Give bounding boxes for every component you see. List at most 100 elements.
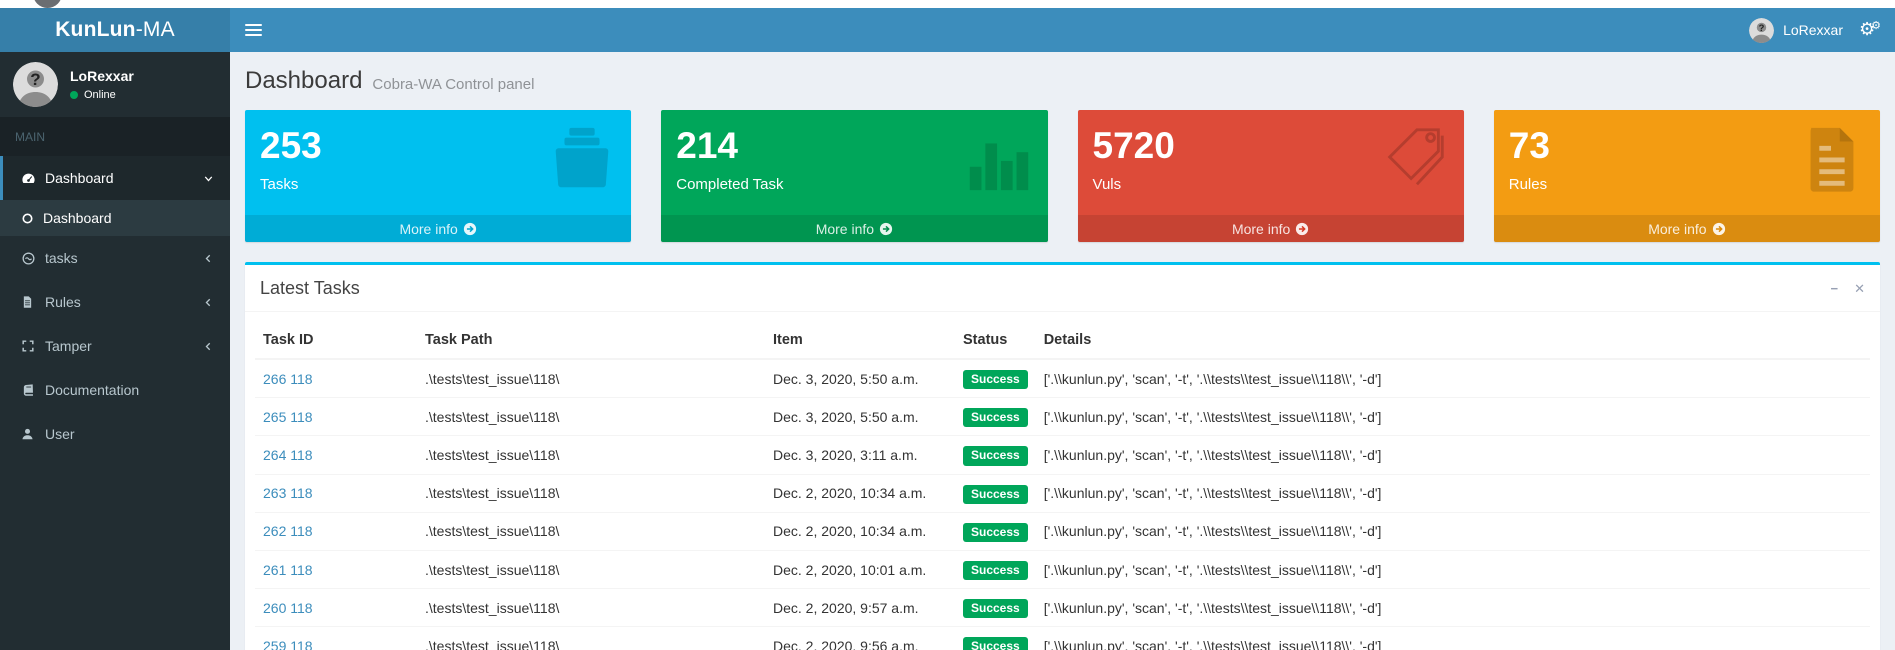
table-row: 263 118 .\tests\test_issue\118\ Dec. 2, … [255,473,1870,513]
book-icon [21,383,45,397]
sidebar-item-label: Tamper [45,338,92,354]
task-details-cell: ['.\\kunlun.py', 'scan', '-t', '.\\tests… [1035,511,1870,551]
status-badge: Success [963,599,1028,619]
brand-rest: -MA [135,18,175,41]
stat-box-completed-task: 214 Completed Task More info [661,110,1048,242]
sidebar-item-tasks[interactable]: tasks [0,236,230,280]
sidebar-item-rules[interactable]: Rules [0,280,230,324]
sidebar-treeview: Dashboard [0,200,230,236]
latest-tasks-table: Task ID Task Path Item Status Details 26… [255,322,1870,650]
box-header: Latest Tasks − ✕ [245,265,1880,312]
box-title: Latest Tasks [260,278,360,298]
stat-box-vuls: 5720 Vuls More info [1077,110,1464,242]
chevron-left-icon [201,296,215,309]
gauge-icon [21,171,45,186]
navbar-spacer [276,8,1739,52]
table-row: 262 118 .\tests\test_issue\118\ Dec. 2, … [255,511,1870,551]
sidebar-item-documentation[interactable]: Documentation [0,368,230,412]
collapse-icon[interactable]: − [1830,281,1839,296]
column-header-details: Details [1035,322,1870,360]
avatar: ? [1749,17,1775,43]
stat-value: 73 [1508,125,1550,166]
more-info-link-completed[interactable]: More info [661,215,1048,242]
sidebar-item-dashboard[interactable]: Dashboard [0,156,230,200]
task-details-cell: ['.\\kunlun.py', 'scan', '-t', '.\\tests… [1035,473,1870,513]
task-details-cell: ['.\\kunlun.py', 'scan', '-t', '.\\tests… [1035,588,1870,627]
file-text-icon [21,295,45,309]
arrow-circle-right-icon [879,222,893,235]
browser-strip [0,0,1895,8]
close-icon[interactable]: ✕ [1854,281,1865,296]
chevron-left-icon [201,340,215,353]
task-path-cell: .\tests\test_issue\118\ [417,626,765,650]
task-path-cell: .\tests\test_issue\118\ [417,397,765,436]
svg-text:?: ? [1759,22,1765,33]
status-badge: Success [963,446,1028,466]
task-id-link[interactable]: 263 118 [263,485,313,502]
task-id-link[interactable]: 261 118 [263,561,313,578]
task-id-link[interactable]: 259 118 [263,637,313,650]
stat-value: 5720 [1092,125,1175,166]
task-item-cell: Dec. 2, 2020, 9:56 a.m. [765,626,955,650]
price-tags-icon [1378,122,1452,196]
filing-cabinet-icon [545,122,619,196]
table-row: 266 118 .\tests\test_issue\118\ Dec. 3, … [255,358,1870,398]
sidebar-item-tamper[interactable]: Tamper [0,324,230,368]
column-header-task-path: Task Path [417,322,765,360]
sidebar: ? LoRexxar Online MAIN Dashboard [0,52,230,650]
sidebar-item-user[interactable]: User [0,412,230,456]
stat-box-rules: 73 Rules More info [1493,110,1880,242]
task-id-link[interactable]: 262 118 [263,523,313,540]
sidebar-item-label: Documentation [45,382,140,398]
task-id-link[interactable]: 264 118 [263,446,313,463]
sidebar-item-label: User [45,426,75,442]
stat-label: Completed Task [676,176,784,193]
arrow-circle-right-icon [1712,222,1725,235]
more-info-link-tasks[interactable]: More info [245,215,632,242]
bar-chart-icon [962,122,1036,196]
more-info-label: More info [1648,220,1707,237]
stats-row: 253 Tasks More info 214 Completed Task [245,110,1880,242]
online-status-icon [70,91,78,99]
task-details-cell: ['.\\kunlun.py', 'scan', '-t', '.\\tests… [1035,358,1870,398]
column-header-item: Item [765,322,955,360]
table-row: 264 118 .\tests\test_issue\118\ Dec. 3, … [255,435,1870,475]
stat-value: 253 [260,125,322,166]
sidebar-user-status[interactable]: Online [70,89,134,101]
task-item-cell: Dec. 2, 2020, 10:34 a.m. [765,473,955,513]
task-path-cell: .\tests\test_issue\118\ [417,358,765,398]
task-item-cell: Dec. 3, 2020, 5:50 a.m. [765,397,955,436]
circle-o-icon [21,212,43,225]
more-info-link-rules[interactable]: More info [1493,215,1880,242]
more-info-label: More info [1231,220,1291,237]
sidebar-subitem-dashboard[interactable]: Dashboard [0,200,230,236]
task-path-cell: .\tests\test_issue\118\ [417,549,765,589]
sidebar-menu: Dashboard Dashboard [0,156,230,456]
task-item-cell: Dec. 2, 2020, 10:01 a.m. [765,549,955,589]
task-item-cell: Dec. 3, 2020, 5:50 a.m. [765,358,955,398]
stat-box-tasks: 253 Tasks More info [245,110,632,242]
task-path-cell: .\tests\test_issue\118\ [417,511,765,551]
page-subtitle: Cobra-WA Control panel [372,75,535,93]
svg-text:?: ? [30,70,40,89]
table-row: 261 118 .\tests\test_issue\118\ Dec. 2, … [255,549,1870,589]
task-path-cell: .\tests\test_issue\118\ [417,473,765,513]
status-badge: Success [963,408,1028,428]
gears-icon[interactable]: ⚙ ⚙ [1858,18,1881,40]
task-id-link[interactable]: 265 118 [263,408,313,425]
sidebar-toggle-button[interactable] [230,8,276,52]
more-info-link-vuls[interactable]: More info [1077,215,1464,242]
task-path-cell: .\tests\test_issue\118\ [417,435,765,475]
status-badge: Success [963,560,1028,581]
page-title: Dashboard [245,67,363,94]
task-path-cell: .\tests\test_issue\118\ [417,588,765,627]
task-details-cell: ['.\\kunlun.py', 'scan', '-t', '.\\tests… [1035,549,1870,589]
sidebar-user-status-label: Online [84,89,116,101]
more-info-label: More info [399,220,458,237]
latest-tasks-box: Latest Tasks − ✕ Task ID Task Path Item … [245,262,1880,650]
navbar-user-menu[interactable]: ? LoRexxar [1739,8,1853,52]
sidebar-subitem-label: Dashboard [43,210,112,226]
brand-logo[interactable]: KunLun -MA [0,8,230,52]
task-id-link[interactable]: 266 118 [263,370,313,387]
task-id-link[interactable]: 260 118 [263,599,313,616]
